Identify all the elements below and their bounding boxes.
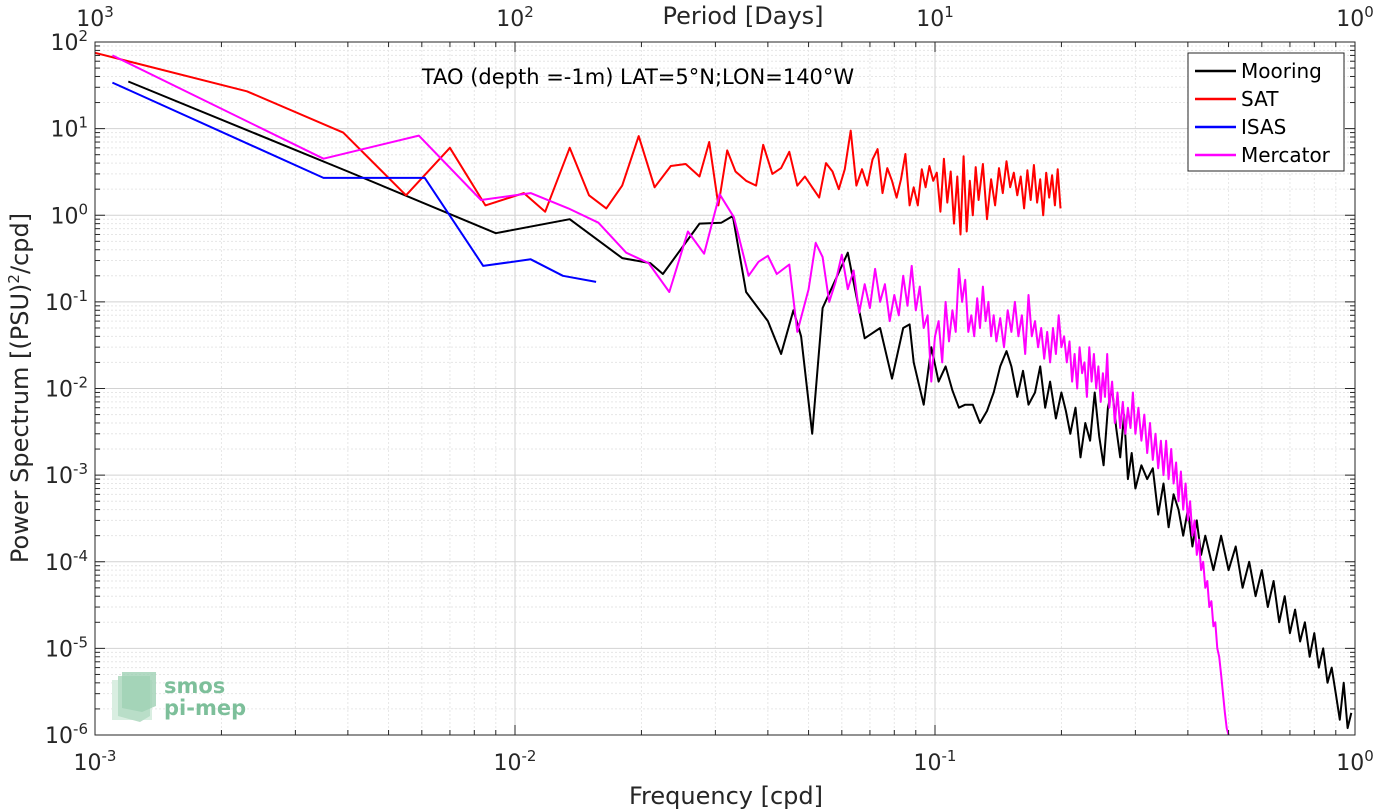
- logo-text-smos: smos: [164, 674, 225, 698]
- y-axis-label: Power Spectrum [(PSU)2/cpd]: [5, 213, 34, 563]
- legend-label-isas: ISAS: [1241, 115, 1286, 139]
- logo-text-pimep: pi-mep: [164, 696, 246, 720]
- top-axis-label: Period [Days]: [662, 2, 823, 30]
- spectrum-chart: 10-3 10-2 10-1 100 10210110010-110-210-310-…: [0, 0, 1377, 809]
- logo-mark-layer: [122, 672, 156, 712]
- legend-label-sat: SAT: [1241, 87, 1279, 111]
- legend-label-mercator: Mercator: [1241, 143, 1331, 167]
- legend: Mooring SAT ISAS Mercator: [1188, 53, 1344, 171]
- chart-title: TAO (depth =-1m) LAT=5°N;LON=140°W: [421, 65, 855, 89]
- legend-label-mooring: Mooring: [1241, 59, 1322, 83]
- x-axis-label: Frequency [cpd]: [629, 782, 823, 809]
